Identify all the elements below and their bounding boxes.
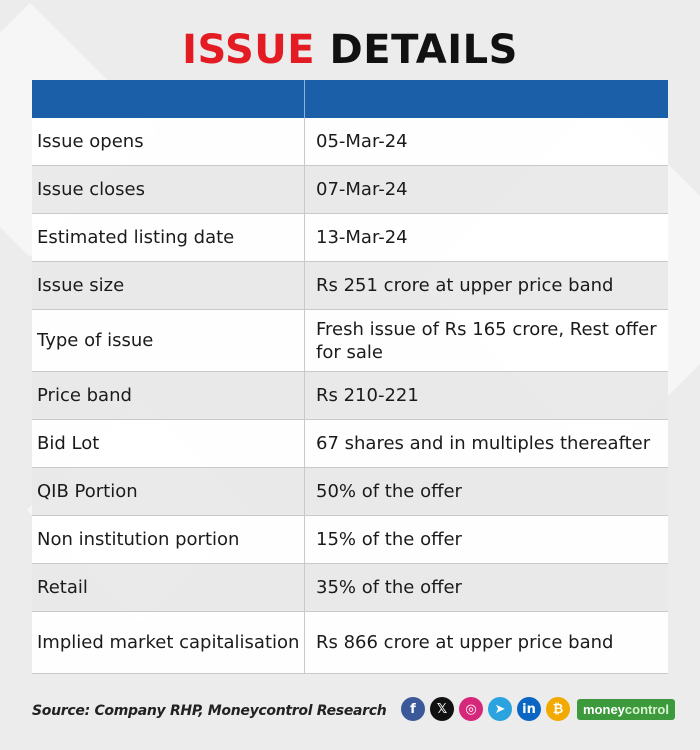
row-label: Issue closes bbox=[32, 166, 305, 213]
instagram-icon[interactable]: ◎ bbox=[459, 697, 483, 721]
row-label: Retail bbox=[32, 564, 305, 611]
row-label: Estimated listing date bbox=[32, 214, 305, 261]
table-row: Implied market capitalisation Rs 866 cror… bbox=[32, 612, 668, 674]
row-value: 67 shares and in multiples thereafter bbox=[316, 433, 651, 454]
row-label: Type of issue bbox=[32, 310, 305, 371]
row-value: Rs 210-221 bbox=[316, 385, 419, 406]
row-label: Issue opens bbox=[32, 118, 305, 165]
title-accent: ISSUE bbox=[182, 27, 316, 73]
row-value: Fresh issue of Rs 165 crore, Rest offer … bbox=[316, 318, 657, 363]
telegram-icon[interactable]: ➤ bbox=[488, 697, 512, 721]
table-header bbox=[32, 80, 668, 118]
table-row: Estimated listing date 13-Mar-24 bbox=[32, 214, 668, 262]
row-value: 15% of the offer bbox=[316, 529, 462, 550]
title-main: DETAILS bbox=[329, 27, 518, 73]
row-value: 05-Mar-24 bbox=[316, 131, 408, 152]
facebook-icon[interactable]: f bbox=[401, 697, 425, 721]
table-row: Issue closes 07-Mar-24 bbox=[32, 166, 668, 214]
row-label: Price band bbox=[32, 372, 305, 419]
table-row: Issue opens 05-Mar-24 bbox=[32, 118, 668, 166]
row-value: 35% of the offer bbox=[316, 577, 462, 598]
x-icon[interactable]: 𝕏 bbox=[430, 697, 454, 721]
crypto-icon[interactable]: ₿ bbox=[546, 697, 570, 721]
source-note: Source: Company RHP, Moneycontrol Resear… bbox=[32, 703, 387, 719]
row-label: Bid Lot bbox=[32, 420, 305, 467]
row-value: 13-Mar-24 bbox=[316, 227, 408, 248]
table-row: Retail 35% of the offer bbox=[32, 564, 668, 612]
table-row: Type of issue Fresh issue of Rs 165 crore… bbox=[32, 310, 668, 372]
row-value: 07-Mar-24 bbox=[316, 179, 408, 200]
moneycontrol-logo[interactable]: moneycontrol bbox=[577, 698, 675, 720]
table-row: Price band Rs 210-221 bbox=[32, 372, 668, 420]
social-links: f 𝕏 ◎ ➤ in ₿ moneycontrol bbox=[401, 697, 675, 721]
page-title: ISSUE DETAILS bbox=[0, 26, 700, 74]
table-row: QIB Portion 50% of the offer bbox=[32, 468, 668, 516]
linkedin-icon[interactable]: in bbox=[517, 697, 541, 721]
brand-part2: control bbox=[624, 701, 669, 717]
table-row: Bid Lot 67 shares and in multiples therea… bbox=[32, 420, 668, 468]
table-row: Issue size Rs 251 crore at upper price ba… bbox=[32, 262, 668, 310]
issue-details-table: Issue opens 05-Mar-24 Issue closes 07-Mar-2… bbox=[32, 80, 668, 674]
table-row: Non institution portion 15% of the offer bbox=[32, 516, 668, 564]
row-label: Implied market capitalisation bbox=[32, 612, 305, 673]
row-value: 50% of the offer bbox=[316, 481, 462, 502]
brand-part1: money bbox=[583, 701, 625, 717]
row-label: QIB Portion bbox=[32, 468, 305, 515]
row-value: Rs 866 crore at upper price band bbox=[316, 632, 614, 653]
table-header-cell bbox=[32, 80, 305, 118]
row-label: Non institution portion bbox=[32, 516, 305, 563]
table-header-cell bbox=[305, 80, 668, 118]
row-label: Issue size bbox=[32, 262, 305, 309]
row-value: Rs 251 crore at upper price band bbox=[316, 275, 614, 296]
